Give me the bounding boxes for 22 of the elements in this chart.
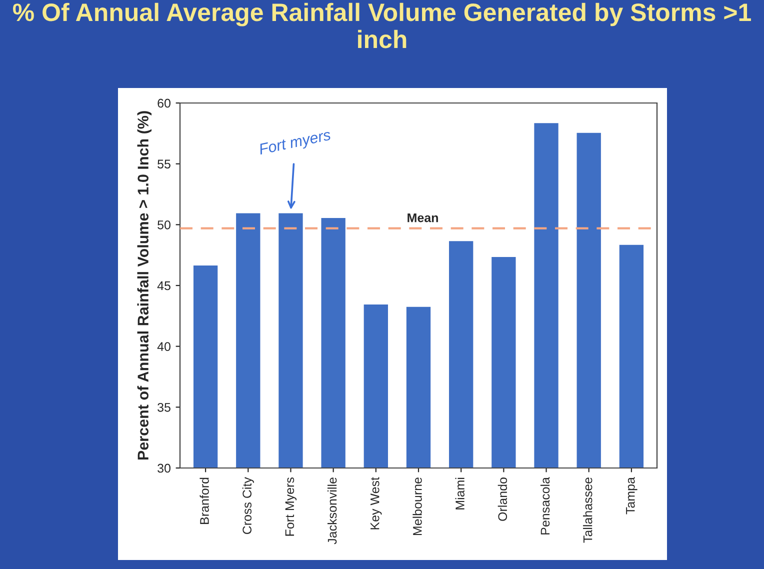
x-tick-label: Orlando <box>498 478 508 521</box>
x-tick-label: Tampa <box>626 477 638 514</box>
x-tick-label: Melbourne <box>412 478 422 536</box>
x-tick-label: Cross City <box>242 477 254 534</box>
x-tick-label: Miami <box>455 478 464 510</box>
y-tick-label: 45 <box>157 281 170 290</box>
y-tick-label: 50 <box>158 220 170 230</box>
y-tick-label: 40 <box>157 342 170 351</box>
y-tick-label: 35 <box>158 402 170 412</box>
y-tick-label: 30 <box>158 464 170 473</box>
x-tick-label: Pensacola <box>540 477 550 534</box>
x-tick-label: Key West <box>370 477 382 530</box>
x-tick-label: Tallahassee <box>583 478 592 543</box>
chart-title: % Of Annual Average Rainfall Volume Generated by Storms >1 inch <box>12 2 751 48</box>
ref-line-label: Mean <box>408 213 438 222</box>
y-tick-label: 60 <box>158 98 170 108</box>
x-tick-label: Fort Myers <box>285 477 297 536</box>
x-tick-label: Branford <box>200 478 209 524</box>
x-tick-label: Jacksonville <box>327 478 337 544</box>
y-tick-label: 55 <box>158 160 170 168</box>
y-axis-title: Percent of Annual Rainfall Volume > 1.0 Inch (%) <box>137 111 152 460</box>
annotation: Fort myers <box>258 129 332 158</box>
